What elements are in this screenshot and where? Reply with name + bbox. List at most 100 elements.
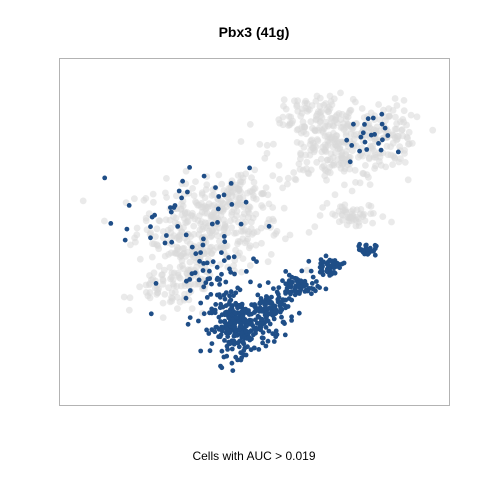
highlighted-cell-point <box>207 268 212 274</box>
background-cell-point <box>251 166 259 174</box>
background-cell-point <box>101 217 108 225</box>
highlighted-cell-point <box>233 315 239 320</box>
highlighted-cell-point <box>259 335 265 341</box>
highlighted-cell-point <box>198 348 204 354</box>
background-cell-point <box>359 152 366 160</box>
background-cell-point <box>169 295 176 302</box>
background-cell-point <box>203 181 211 189</box>
background-cell-point <box>334 156 342 163</box>
highlighted-cell-point <box>224 327 230 332</box>
highlighted-cell-point <box>315 283 321 289</box>
highlighted-cell-point <box>365 246 371 252</box>
highlighted-cell-point <box>263 314 269 320</box>
background-cell-point <box>328 133 335 141</box>
highlighted-cell-point <box>265 280 271 285</box>
background-cell-point <box>369 219 376 227</box>
background-cell-point <box>234 240 241 248</box>
highlighted-cell-point <box>204 327 210 333</box>
highlighted-cell-point <box>216 334 222 340</box>
highlighted-cell-point <box>246 310 252 316</box>
background-cell-point <box>156 217 164 225</box>
background-cell-point <box>400 118 408 126</box>
highlighted-cell-point <box>309 291 314 297</box>
highlighted-cell-point <box>373 243 379 249</box>
background-cell-point <box>163 194 171 201</box>
background-cell-point <box>261 154 269 162</box>
background-cell-point <box>161 291 169 298</box>
background-cell-point <box>297 155 304 163</box>
background-cell-point <box>386 112 393 120</box>
background-cell-point <box>387 143 394 151</box>
highlighted-cell-point <box>126 203 132 208</box>
background-cell-point <box>237 138 245 145</box>
background-cell-point <box>162 216 170 224</box>
highlighted-cell-point <box>248 279 253 285</box>
highlighted-cell-point <box>229 360 235 366</box>
highlighted-cell-point <box>308 268 314 274</box>
highlighted-cell-point <box>222 239 228 245</box>
background-cell-point <box>153 225 161 233</box>
highlighted-cell-point <box>164 233 169 238</box>
background-cell-point <box>400 97 408 104</box>
background-cell-point <box>216 244 224 252</box>
highlighted-cell-point <box>198 300 204 306</box>
highlighted-cell-point <box>318 257 324 262</box>
highlighted-cell-point <box>236 327 242 332</box>
highlighted-cell-point <box>172 203 178 208</box>
highlighted-cell-point <box>365 116 371 122</box>
background-cell-point <box>180 245 188 252</box>
highlighted-cell-point <box>162 240 168 246</box>
highlighted-cell-point <box>302 278 308 284</box>
background-cell-point <box>305 229 313 236</box>
background-cell-point <box>189 209 196 217</box>
highlighted-cell-point <box>217 282 223 287</box>
background-cell-point <box>166 264 174 271</box>
highlighted-cell-point <box>395 149 401 155</box>
highlighted-cell-point <box>351 121 356 127</box>
background-cell-point <box>275 116 283 124</box>
highlighted-cell-point <box>218 319 223 324</box>
background-cell-point <box>216 237 223 245</box>
background-cell-point <box>208 211 216 219</box>
highlighted-cell-point <box>232 271 237 277</box>
background-cell-point <box>223 242 231 250</box>
background-cell-point <box>234 199 241 207</box>
background-cell-point <box>376 116 384 123</box>
background-cell-point <box>227 184 235 191</box>
highlighted-cell-point <box>240 313 246 319</box>
highlighted-cell-point <box>260 340 265 346</box>
highlighted-cell-point <box>209 341 215 346</box>
background-cell-point <box>375 101 382 108</box>
background-cell-point <box>338 203 346 211</box>
background-cell-point <box>290 169 298 176</box>
background-cell-point <box>270 217 278 225</box>
highlighted-cell-point <box>243 328 249 334</box>
background-cell-point <box>201 219 209 227</box>
background-cell-point <box>253 228 261 236</box>
highlighted-cell-point <box>235 340 241 346</box>
background-cell-point <box>252 241 260 249</box>
background-cell-point <box>401 159 409 166</box>
background-cell-point <box>177 252 185 259</box>
highlighted-cell-point <box>187 288 193 293</box>
background-cell-point <box>267 251 275 258</box>
background-cell-point <box>256 141 264 148</box>
highlighted-cell-point <box>304 287 310 292</box>
highlighted-cell-point <box>209 281 214 287</box>
background-cell-point <box>342 208 350 216</box>
background-cell-point <box>319 204 326 211</box>
background-cell-point <box>236 249 244 257</box>
highlighted-cell-point <box>208 292 214 297</box>
background-cell-point <box>148 253 156 261</box>
highlighted-cell-point <box>306 258 312 264</box>
highlighted-cell-point <box>237 287 243 293</box>
highlighted-cell-point <box>364 147 370 152</box>
highlighted-cell-point <box>289 318 294 323</box>
highlighted-cell-point <box>221 354 227 360</box>
background-cell-point <box>152 233 159 241</box>
background-cell-point <box>153 241 161 249</box>
highlighted-cell-point <box>274 332 280 337</box>
background-cell-point <box>173 234 181 242</box>
highlighted-cell-point <box>240 334 246 339</box>
background-cell-point <box>317 155 325 163</box>
